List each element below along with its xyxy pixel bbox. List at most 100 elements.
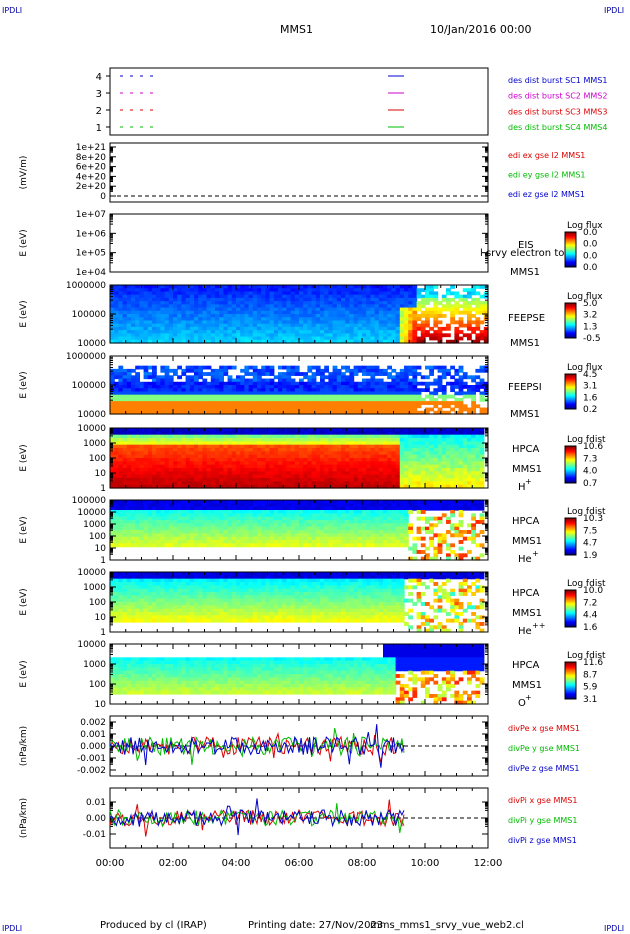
- feepse-cell: [177, 333, 182, 338]
- hpca-h-cell: [160, 434, 166, 439]
- feepse-cell: [458, 294, 464, 299]
- feepse-colorbar-segment: [565, 303, 576, 306]
- hpca-h-cell: [412, 444, 418, 449]
- feepse-cell: [143, 330, 149, 334]
- feepse-cell: [282, 323, 287, 328]
- feepse-cell: [147, 297, 153, 302]
- feepse-cell: [206, 288, 212, 293]
- feepsi-cell: [223, 410, 229, 415]
- hpca-h-cell: [219, 431, 224, 436]
- feepsi-cell: [479, 365, 485, 370]
- feepsi-cell: [412, 391, 418, 396]
- feepsi-cell: [139, 381, 145, 386]
- feepsi-cell: [257, 368, 262, 373]
- hpca-h-cell: [114, 474, 119, 479]
- hpca-h-cell: [139, 434, 145, 439]
- feepse-cell: [282, 294, 287, 299]
- hpca-h-cell: [311, 464, 317, 469]
- hpca-h-cell: [324, 434, 329, 439]
- hpca-h-cell: [194, 464, 199, 469]
- feepse-cell: [320, 339, 325, 344]
- hpca-h-cell: [416, 461, 422, 466]
- hpca-h-cell: [362, 474, 367, 479]
- hpca-h-cell: [231, 478, 237, 482]
- feepse-cell: [404, 294, 409, 299]
- hpca-h-cell: [231, 434, 237, 439]
- feepse-colorbar-tick: 5.0: [583, 299, 598, 309]
- feepsi-cell: [311, 372, 317, 376]
- hpca-h-cell: [299, 471, 304, 476]
- feepsi-cell: [147, 385, 153, 389]
- feepse-cell: [236, 294, 241, 299]
- feepse-cell: [261, 285, 266, 289]
- feepse-cell: [399, 285, 405, 289]
- feepsi-cell: [370, 407, 376, 412]
- feepse-cell: [223, 333, 229, 338]
- feepse-cell: [265, 304, 271, 309]
- hpca-h-cell: [437, 471, 443, 476]
- hpca-h-cell: [114, 484, 119, 489]
- hpca-h-cell: [139, 441, 145, 446]
- hpca-h-cell: [236, 468, 241, 472]
- hpca-h-cell: [198, 464, 203, 469]
- feepsi-cell: [471, 410, 476, 415]
- feepse-cell: [147, 294, 153, 299]
- eis-colorbar-segment: [565, 252, 576, 254]
- feepse-cell: [244, 285, 250, 289]
- eis-colorbar-segment: [565, 259, 576, 261]
- hpca-h-cell: [383, 461, 388, 466]
- feepse-cell: [483, 307, 489, 312]
- feepse-cell: [345, 314, 350, 318]
- feepsi-cell: [206, 388, 212, 393]
- hpca-h-cell: [261, 444, 266, 449]
- feepse-cell: [236, 333, 241, 338]
- feepse-cell: [290, 333, 296, 338]
- feepse-cell: [483, 336, 489, 341]
- feepsi-cell: [458, 375, 464, 380]
- feepse-cell: [320, 326, 325, 331]
- feepsi-cell: [135, 397, 140, 402]
- hpca-h-cell: [391, 451, 397, 456]
- feepse-cell: [198, 288, 203, 293]
- feepsi-cell: [370, 381, 376, 386]
- feepse-cell: [114, 294, 119, 299]
- feepsi-cell: [206, 404, 212, 409]
- feepse-cell: [143, 294, 149, 299]
- hpca-h-cell: [479, 448, 485, 452]
- hpca-h-cell: [307, 454, 313, 459]
- feepse-cell: [307, 304, 313, 309]
- feepse-cell: [286, 304, 292, 309]
- feepse-cell: [454, 294, 460, 299]
- feepsi-cell: [185, 381, 191, 386]
- hpca-h-cell: [391, 464, 397, 469]
- hpca-h-cell: [122, 484, 128, 489]
- feepse-cell: [374, 304, 380, 309]
- feepsi-cell: [164, 365, 170, 370]
- feepse-cell: [273, 330, 279, 334]
- hpca-h-cell: [395, 474, 401, 479]
- feepsi-cell: [471, 404, 476, 409]
- feepse-cell: [303, 320, 308, 325]
- feepsi-cell: [143, 404, 149, 409]
- hpca-h-cell: [273, 468, 279, 472]
- feepse-cell: [404, 285, 409, 289]
- feepsi-cell: [194, 372, 199, 376]
- hpca-h-cell: [370, 468, 376, 472]
- feepse-cell: [252, 326, 258, 331]
- feepsi-cell: [290, 401, 296, 405]
- feepse-cell: [374, 297, 380, 302]
- feepse-cell: [156, 288, 161, 293]
- hpca-h-cell: [479, 468, 485, 472]
- hpca-h-cell: [164, 428, 170, 432]
- hpca-h-cell: [420, 481, 426, 486]
- feepse-cell: [416, 291, 422, 296]
- eis-colorbar-tick: 0.0: [583, 263, 598, 273]
- feepsi-cell: [122, 368, 128, 373]
- hpca-h-cell: [278, 464, 283, 469]
- hpca-h-cell: [198, 481, 203, 486]
- feepsi-cell: [168, 378, 174, 383]
- hpca-h-colorbar-segment: [565, 480, 576, 482]
- feepse-cell: [395, 320, 401, 325]
- feepse-cell: [357, 294, 363, 299]
- feepsi-cell: [265, 385, 271, 389]
